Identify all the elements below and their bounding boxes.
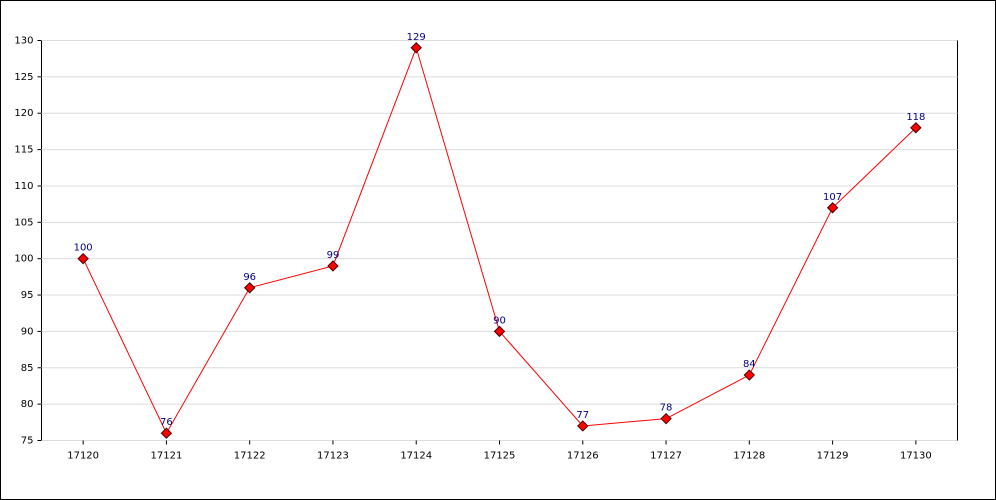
x-tick-label: 17122: [234, 451, 266, 462]
marker: [660, 412, 672, 425]
y-tick-label: 75: [21, 436, 34, 447]
value-label: 78: [660, 403, 673, 414]
marker: [327, 260, 339, 272]
y-tick-label: 105: [14, 217, 33, 228]
marker: [826, 202, 839, 214]
y-tick-label: 110: [14, 181, 33, 192]
y-tick-label: 125: [14, 72, 33, 83]
marker: [743, 369, 756, 381]
x-tick-label: 17128: [733, 451, 765, 462]
value-label: 77: [576, 410, 589, 421]
value-label: 118: [906, 112, 925, 123]
y-tick-label: 90: [21, 326, 34, 337]
x-tick-label: 17126: [567, 451, 599, 462]
value-label: 129: [407, 32, 426, 43]
y-tick-label: 95: [21, 290, 34, 301]
y-tick-label: 120: [14, 108, 33, 119]
y-tick-label: 115: [14, 145, 33, 156]
x-tick-label: 17127: [650, 451, 682, 462]
marker: [910, 122, 922, 134]
value-label: 96: [243, 272, 256, 283]
x-tick-label: 17121: [151, 451, 183, 462]
marker: [77, 252, 89, 265]
marker: [243, 282, 256, 294]
marker: [577, 420, 589, 432]
marker: [410, 42, 422, 54]
x-tick-label: 17129: [817, 451, 849, 462]
marker: [160, 427, 173, 439]
value-label: 99: [327, 250, 340, 261]
x-tick-label: 17125: [484, 451, 516, 462]
y-tick-label: 80: [21, 399, 34, 410]
value-label: 84: [743, 359, 756, 370]
x-tick-label: 17130: [900, 451, 932, 462]
value-label: 100: [74, 243, 93, 254]
marker: [493, 325, 506, 338]
y-tick-label: 100: [14, 254, 33, 265]
x-tick-label: 17120: [67, 451, 99, 462]
value-label: 90: [493, 315, 506, 326]
value-label: 76: [160, 417, 173, 428]
x-tick-label: 17123: [317, 451, 349, 462]
x-tick-label: 17124: [400, 451, 432, 462]
y-tick-label: 130: [14, 36, 33, 47]
value-label: 107: [823, 192, 842, 203]
y-tick-label: 85: [21, 363, 34, 374]
